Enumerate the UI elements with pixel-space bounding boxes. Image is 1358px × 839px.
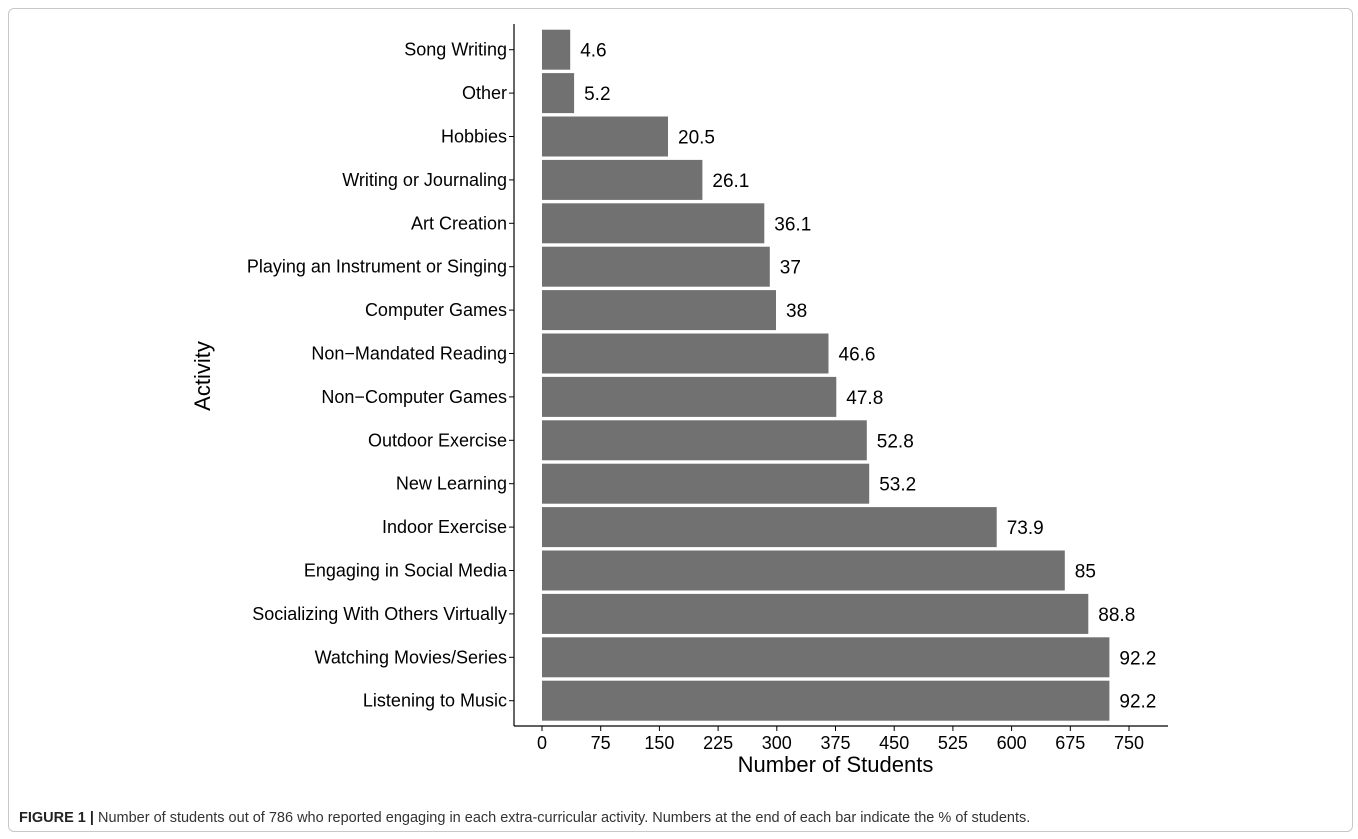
bar [542,680,1110,721]
data-label: 20.5 [678,128,715,149]
bar [542,159,703,200]
y-tick-label: Engaging in Social Media [304,561,508,581]
data-label: 4.6 [580,41,606,62]
bars-layer [542,29,1110,721]
y-tick-label: Computer Games [365,300,507,320]
bar [542,333,829,374]
data-label: 73.9 [1007,518,1044,539]
axes-layer: Song Writing Other Hobbies Writing or Journ… [247,24,1168,753]
y-tick-label: New Learning [396,474,507,494]
x-axis-title: Number of Students [738,752,934,777]
x-tick-label: 300 [762,733,792,753]
y-tick-label: Indoor Exercise [382,517,507,537]
bar [542,29,571,70]
x-tick-label: 450 [879,733,909,753]
bar [542,593,1089,634]
y-tick-label: Listening to Music [363,691,507,711]
data-label: 92.2 [1119,692,1156,713]
y-tick-label: Playing an Instrument or Singing [247,257,507,277]
bar [542,290,776,331]
data-label: 5.2 [584,84,610,105]
data-label: 46.6 [839,345,876,366]
data-label: 26.1 [712,171,749,192]
y-tick-label: Socializing With Others Virtually [252,604,507,624]
y-tick-label: Hobbies [441,127,507,147]
x-tick-label: 525 [938,733,968,753]
x-tick-label: 150 [644,733,674,753]
bar [542,376,837,417]
x-tick-label: 75 [591,733,611,753]
y-tick-label: Outdoor Exercise [368,430,507,450]
y-tick-label: Non−Computer Games [321,387,507,407]
bar [542,463,870,504]
data-label: 92.2 [1119,648,1156,669]
y-tick-label: Song Writing [404,40,507,60]
bar [542,203,765,244]
y-tick-label: Watching Movies/Series [315,647,507,667]
bar [542,246,770,287]
bar [542,550,1065,591]
y-tick-label: Non−Mandated Reading [311,344,507,364]
x-tick-label: 225 [703,733,733,753]
caption-text: Number of students out of 786 who report… [93,810,1031,826]
caption-lead: FIGURE 1 | [19,810,94,826]
figure-caption: FIGURE 1 | Number of students out of 786… [19,810,1339,826]
x-tick-label: 600 [997,733,1027,753]
x-tick-label: 0 [537,733,547,753]
data-label: 47.8 [846,388,883,409]
data-label: 88.8 [1098,605,1135,626]
x-tick-label: 750 [1114,733,1144,753]
bar [542,116,668,157]
y-tick-label: Writing or Journaling [342,170,507,190]
y-tick-label: Art Creation [411,213,507,233]
x-tick-label: 375 [820,733,850,753]
x-tick-label: 675 [1055,733,1085,753]
bar [542,637,1110,678]
bar [542,73,575,114]
bar-chart: 4.6 5.2 20.5 26.1 36.1 37 38 46.6 47.8 52.8 53.2 73… [190,24,1168,777]
data-label: 85 [1075,562,1096,583]
bar [542,507,997,548]
data-labels-layer: 4.6 5.2 20.5 26.1 36.1 37 38 46.6 47.8 52.8 53.2 73… [580,41,1156,713]
data-label: 36.1 [774,214,811,235]
data-label: 53.2 [879,475,916,496]
y-axis-title: Activity [190,341,215,411]
data-label: 38 [786,301,807,322]
bar [542,420,867,461]
y-tick-label: Other [462,83,507,103]
data-label: 52.8 [877,431,914,452]
data-label: 37 [780,258,801,279]
